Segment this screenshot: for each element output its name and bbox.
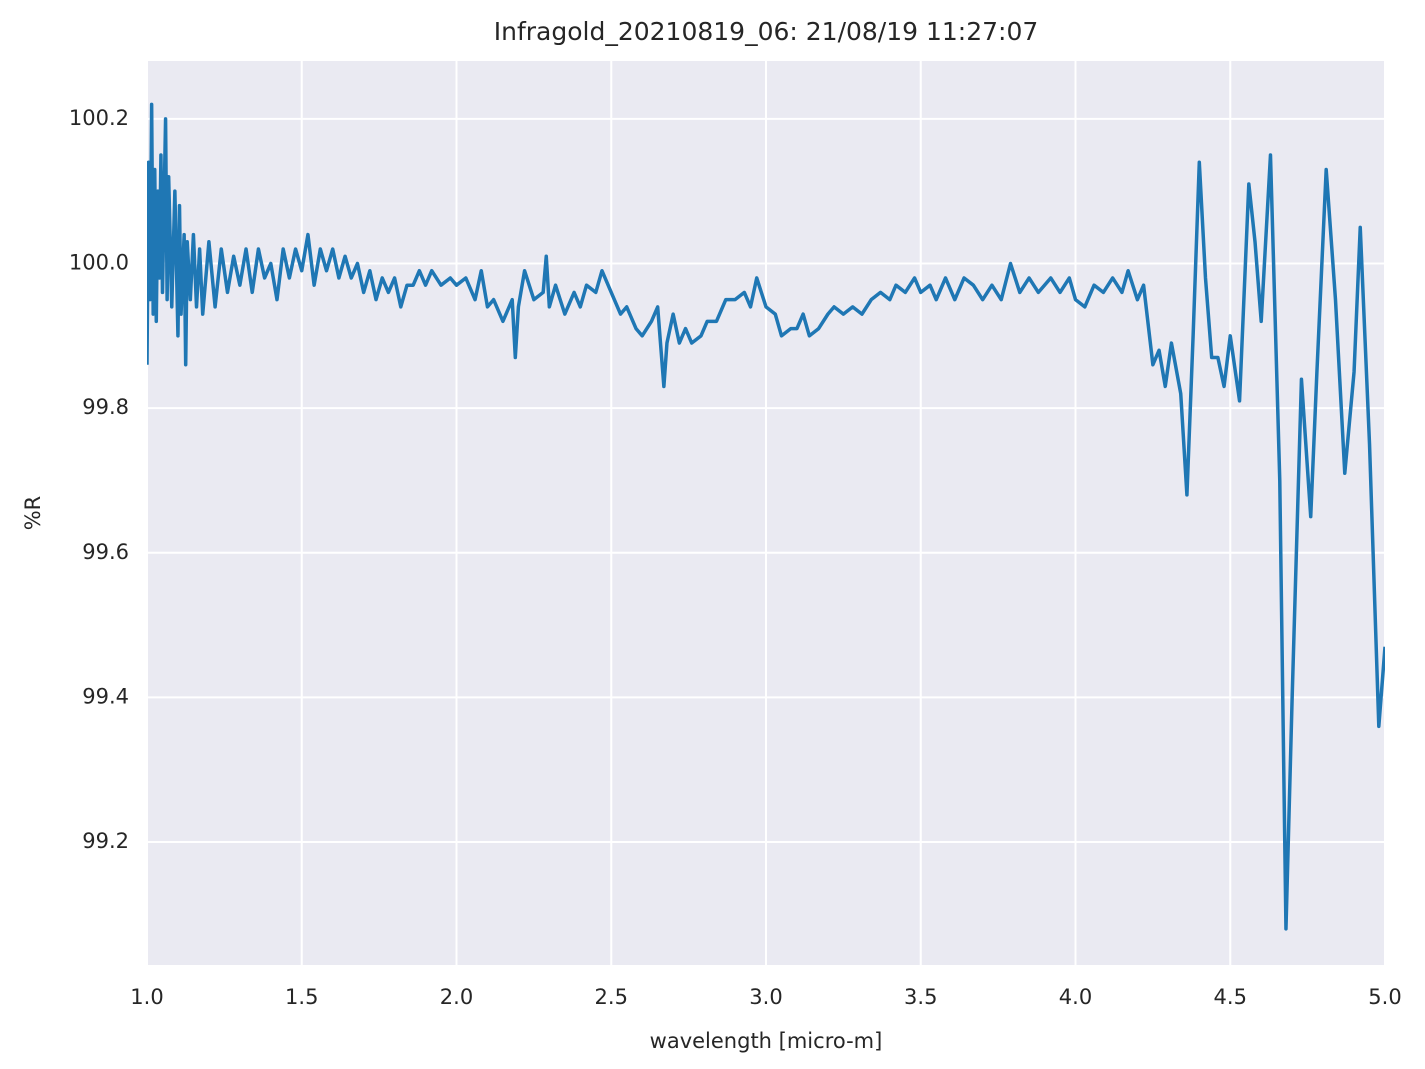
data-line xyxy=(147,102,1385,931)
x-tick-label: 3.5 xyxy=(904,985,937,1009)
x-tick-label: 4.0 xyxy=(1059,985,1092,1009)
y-axis-label: %R xyxy=(21,496,45,531)
y-tick-label: 99.2 xyxy=(82,829,129,853)
x-tick-label: 1.5 xyxy=(285,985,318,1009)
y-tick-label: 100.2 xyxy=(69,106,129,130)
y-tick-label: 99.6 xyxy=(82,540,129,564)
x-axis-label: wavelength [micro-m] xyxy=(650,1029,883,1053)
x-tick-label: 4.5 xyxy=(1214,985,1247,1009)
y-tick-label: 99.8 xyxy=(82,395,129,419)
x-tick-label: 2.5 xyxy=(595,985,628,1009)
x-tick-label: 2.0 xyxy=(440,985,473,1009)
y-tick-label: 99.4 xyxy=(82,684,129,708)
chart-title: Infragold_20210819_06: 21/08/19 11:27:07 xyxy=(494,17,1039,46)
x-tick-label: 3.0 xyxy=(749,985,782,1009)
x-tick-label: 5.0 xyxy=(1368,985,1401,1009)
x-tick-label: 1.0 xyxy=(130,985,163,1009)
y-tick-label: 100.0 xyxy=(69,250,129,274)
